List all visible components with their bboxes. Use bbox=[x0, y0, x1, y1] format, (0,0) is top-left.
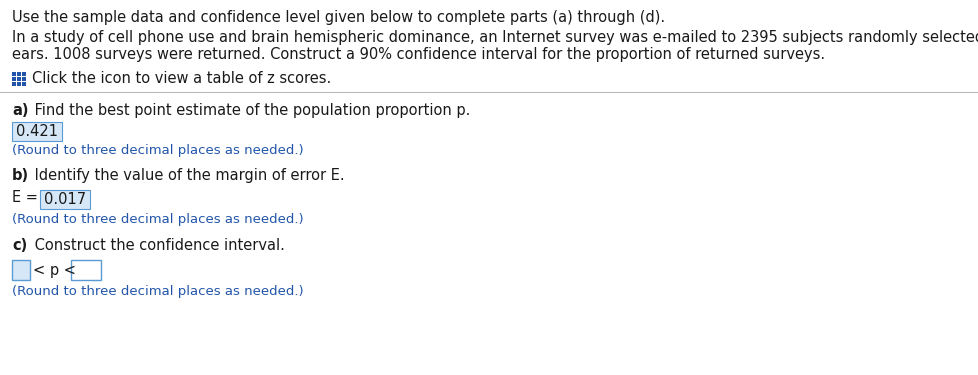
FancyBboxPatch shape bbox=[40, 190, 90, 209]
Text: 0.017: 0.017 bbox=[44, 192, 86, 207]
Text: E =: E = bbox=[12, 190, 42, 205]
FancyBboxPatch shape bbox=[12, 82, 16, 86]
Text: c): c) bbox=[12, 238, 27, 253]
Text: Identify the value of the margin of error E.: Identify the value of the margin of erro… bbox=[30, 168, 344, 183]
FancyBboxPatch shape bbox=[12, 260, 30, 280]
Text: b): b) bbox=[12, 168, 29, 183]
FancyBboxPatch shape bbox=[12, 77, 16, 81]
Text: In a study of cell phone use and brain hemispheric dominance, an Internet survey: In a study of cell phone use and brain h… bbox=[12, 30, 978, 45]
Text: Construct the confidence interval.: Construct the confidence interval. bbox=[30, 238, 285, 253]
Text: 0.421: 0.421 bbox=[16, 124, 58, 139]
Text: (Round to three decimal places as needed.): (Round to three decimal places as needed… bbox=[12, 213, 303, 226]
Text: (Round to three decimal places as needed.): (Round to three decimal places as needed… bbox=[12, 144, 303, 157]
FancyBboxPatch shape bbox=[18, 72, 22, 76]
Text: a): a) bbox=[12, 103, 28, 118]
Text: Use the sample data and confidence level given below to complete parts (a) throu: Use the sample data and confidence level… bbox=[12, 10, 664, 25]
FancyBboxPatch shape bbox=[71, 260, 101, 280]
Text: ears. 1008 surveys were returned. Construct a 90% confidence interval for the pr: ears. 1008 surveys were returned. Constr… bbox=[12, 47, 824, 62]
Text: (Round to three decimal places as needed.): (Round to three decimal places as needed… bbox=[12, 285, 303, 298]
FancyBboxPatch shape bbox=[18, 82, 22, 86]
Text: Find the best point estimate of the population proportion p.: Find the best point estimate of the popu… bbox=[30, 103, 469, 118]
FancyBboxPatch shape bbox=[12, 122, 62, 141]
FancyBboxPatch shape bbox=[18, 77, 22, 81]
FancyBboxPatch shape bbox=[22, 82, 26, 86]
FancyBboxPatch shape bbox=[22, 77, 26, 81]
Text: Click the icon to view a table of z scores.: Click the icon to view a table of z scor… bbox=[31, 71, 331, 86]
FancyBboxPatch shape bbox=[12, 72, 16, 76]
FancyBboxPatch shape bbox=[22, 72, 26, 76]
Text: < p <: < p < bbox=[33, 262, 76, 278]
